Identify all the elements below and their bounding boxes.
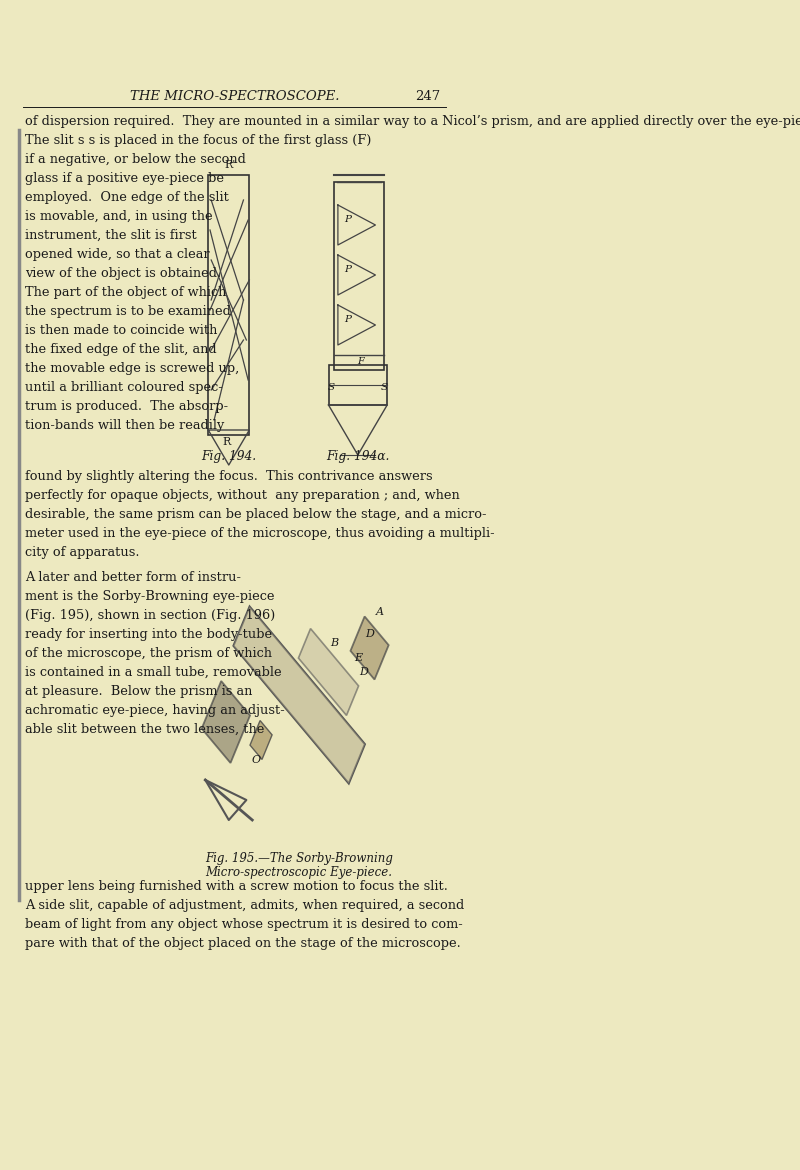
Text: A later and better form of instru-: A later and better form of instru- (26, 571, 242, 584)
Text: is contained in a small tube, removable: is contained in a small tube, removable (26, 666, 282, 679)
Text: (Fig. 195), shown in section (Fig. 196): (Fig. 195), shown in section (Fig. 196) (26, 608, 275, 621)
Bar (208, 176, 250, 435)
Text: at pleasure.  Below the prism is an: at pleasure. Below the prism is an (26, 684, 253, 697)
Text: A side slit, capable of adjustment, admits, when required, a second: A side slit, capable of adjustment, admi… (26, 899, 465, 911)
Text: opened wide, so that a clear: opened wide, so that a clear (26, 248, 210, 261)
Text: THE MICRO-SPECTROSCOPE.: THE MICRO-SPECTROSCOPE. (130, 90, 339, 103)
Text: view of the object is obtained.: view of the object is obtained. (26, 267, 222, 280)
Text: of the microscope, the prism of which: of the microscope, the prism of which (26, 647, 272, 660)
Text: R': R' (224, 160, 235, 170)
Text: pare with that of the object placed on the stage of the microscope.: pare with that of the object placed on t… (26, 937, 461, 950)
Text: the spectrum is to be examined: the spectrum is to be examined (26, 305, 231, 318)
Text: P: P (344, 215, 350, 225)
Text: trum is produced.  The absorp-: trum is produced. The absorp- (26, 400, 228, 413)
Text: the movable edge is screwed up,: the movable edge is screwed up, (26, 362, 239, 376)
Text: P: P (344, 316, 350, 324)
Text: Fig. 195.—The Sorby-Browning: Fig. 195.—The Sorby-Browning (206, 852, 393, 865)
Text: Fig. 194α.: Fig. 194α. (326, 450, 390, 463)
Text: Fig. 194.: Fig. 194. (202, 450, 256, 463)
Text: desirable, the same prism can be placed below the stage, and a micro-: desirable, the same prism can be placed … (26, 508, 486, 521)
Text: employed.  One edge of the slit: employed. One edge of the slit (26, 191, 229, 204)
Text: the fixed edge of the slit, and: the fixed edge of the slit, and (26, 343, 217, 356)
Text: ready for inserting into the body-tube: ready for inserting into the body-tube (26, 627, 272, 641)
Text: upper lens being furnished with a screw motion to focus the slit.: upper lens being furnished with a screw … (26, 880, 448, 893)
Text: until a brilliant coloured spec-: until a brilliant coloured spec- (26, 381, 223, 394)
Text: perfectly for opaque objects, without  any preparation ; and, when: perfectly for opaque objects, without an… (26, 489, 460, 502)
Polygon shape (202, 681, 250, 763)
Text: O: O (252, 755, 261, 765)
Text: is movable, and, in using the: is movable, and, in using the (26, 209, 213, 223)
Text: tion-bands will then be readily: tion-bands will then be readily (26, 419, 225, 432)
Text: if a negative, or below the second: if a negative, or below the second (26, 153, 246, 166)
Polygon shape (234, 606, 365, 784)
Polygon shape (250, 721, 272, 759)
Text: E: E (354, 653, 362, 663)
Text: F: F (358, 358, 364, 366)
Text: D: D (359, 667, 368, 677)
Text: A: A (376, 607, 384, 617)
Text: instrument, the slit is first: instrument, the slit is first (26, 229, 197, 242)
Text: D: D (365, 629, 374, 639)
Polygon shape (298, 628, 358, 715)
Text: found by slightly altering the focus.  This contrivance answers: found by slightly altering the focus. Th… (26, 470, 433, 483)
Text: 247: 247 (416, 90, 441, 103)
Text: ment is the Sorby-Browning eye-piece: ment is the Sorby-Browning eye-piece (26, 590, 274, 603)
Text: Micro-spectroscopic Eye-piece.: Micro-spectroscopic Eye-piece. (206, 866, 392, 879)
Text: is then made to coincide with: is then made to coincide with (26, 324, 218, 337)
Text: glass if a positive eye-piece be: glass if a positive eye-piece be (26, 172, 224, 185)
Text: meter used in the eye-piece of the microscope, thus avoiding a multipli-: meter used in the eye-piece of the micro… (26, 526, 495, 541)
Polygon shape (350, 617, 389, 680)
Bar (329, 365, 387, 405)
Text: The part of the object of which: The part of the object of which (26, 285, 226, 300)
Text: The slit s s is placed in the focus of the first glass (F): The slit s s is placed in the focus of t… (26, 135, 371, 147)
Text: B: B (330, 638, 338, 648)
Text: S: S (328, 384, 335, 392)
Text: achromatic eye-piece, having an adjust-: achromatic eye-piece, having an adjust- (26, 703, 285, 717)
Bar (334, 183, 384, 370)
Text: S: S (381, 384, 388, 392)
Text: beam of light from any object whose spectrum it is desired to com-: beam of light from any object whose spec… (26, 918, 463, 931)
Text: city of apparatus.: city of apparatus. (26, 546, 140, 559)
Text: P: P (344, 266, 350, 275)
Text: of dispersion required.  They are mounted in a similar way to a Nicol’s prism, a: of dispersion required. They are mounted… (26, 115, 800, 128)
Text: R: R (222, 438, 230, 447)
Text: able slit between the two lenses, the: able slit between the two lenses, the (26, 723, 265, 736)
